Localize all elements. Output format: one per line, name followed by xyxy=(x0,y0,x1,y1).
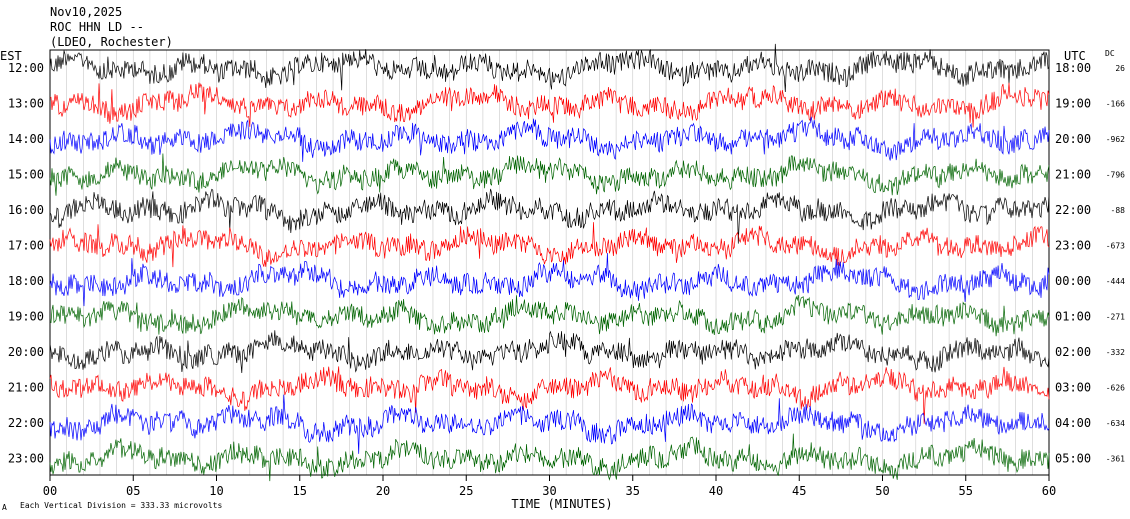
minute-grid xyxy=(66,50,1033,475)
row-dc-value: -626 xyxy=(1106,384,1125,393)
row-label-est: 22:00 xyxy=(8,416,44,430)
x-tick-label: 30 xyxy=(542,484,556,498)
row-label-utc: 20:00 xyxy=(1055,132,1091,146)
left-timezone-label: EST xyxy=(0,49,22,63)
header-station: ROC HHN LD -- xyxy=(50,20,144,34)
trace-line xyxy=(49,366,1050,424)
trace-line xyxy=(49,116,1050,162)
x-axis-ticks: 00 05 10 15 20 25 30 35 40 45 50 55 60 xyxy=(43,475,1056,498)
x-axis-title: TIME (MINUTES) xyxy=(511,497,612,511)
trace-line xyxy=(49,330,1050,374)
row-dc-value: -332 xyxy=(1106,348,1125,357)
row-dc-value: 26 xyxy=(1115,64,1125,73)
x-tick-label: 45 xyxy=(792,484,806,498)
corner-mark: A xyxy=(2,503,7,512)
row-label-est: 13:00 xyxy=(8,97,44,111)
row-dc-value: -634 xyxy=(1106,419,1125,428)
row-label-utc: 04:00 xyxy=(1055,416,1091,430)
row-label-est: 17:00 xyxy=(8,239,44,253)
row-label-est: 18:00 xyxy=(8,274,44,288)
row-label-utc: 21:00 xyxy=(1055,168,1091,182)
header-network: (LDEO, Rochester) xyxy=(50,35,173,49)
row-dc-value: -166 xyxy=(1106,100,1125,109)
trace-line xyxy=(49,433,1050,482)
trace-line xyxy=(49,295,1050,337)
trace-line xyxy=(49,394,1050,454)
trace-line xyxy=(49,82,1050,128)
x-tick-label: 60 xyxy=(1042,484,1056,498)
row-label-est: 14:00 xyxy=(8,132,44,146)
row-label-utc: 03:00 xyxy=(1055,381,1091,395)
row-label-est: 19:00 xyxy=(8,310,44,324)
row-label-utc: 22:00 xyxy=(1055,203,1091,217)
dc-column-header: DC xyxy=(1105,49,1115,58)
header-date: Nov10,2025 xyxy=(50,5,122,19)
row-label-utc: 05:00 xyxy=(1055,452,1091,466)
x-tick-label: 25 xyxy=(459,484,473,498)
row-label-est: 12:00 xyxy=(8,61,44,75)
row-label-utc: 00:00 xyxy=(1055,274,1091,288)
row-label-est: 21:00 xyxy=(8,381,44,395)
row-dc-value: -88 xyxy=(1111,206,1126,215)
row-label-utc: 23:00 xyxy=(1055,239,1091,253)
trace-line xyxy=(49,153,1050,196)
trace-line xyxy=(49,43,1050,93)
row-dc-value: -962 xyxy=(1106,135,1125,144)
row-label-est: 15:00 xyxy=(8,168,44,182)
x-tick-label: 10 xyxy=(209,484,223,498)
row-label-utc: 01:00 xyxy=(1055,310,1091,324)
row-label-est: 20:00 xyxy=(8,345,44,359)
x-tick-label: 40 xyxy=(709,484,723,498)
trace-line xyxy=(49,252,1050,307)
trace-line xyxy=(49,222,1050,268)
trace-line xyxy=(49,188,1050,244)
scale-note: Each Vertical Division = 333.33 microvol… xyxy=(20,501,222,510)
right-timezone-label: UTC xyxy=(1064,49,1086,63)
row-dc-value: -361 xyxy=(1106,455,1125,464)
row-label-est: 16:00 xyxy=(8,203,44,217)
row-dc-value: -271 xyxy=(1106,313,1125,322)
row-label-utc: 19:00 xyxy=(1055,97,1091,111)
x-tick-label: 15 xyxy=(293,484,307,498)
row-label-utc: 02:00 xyxy=(1055,345,1091,359)
row-dc-value: -796 xyxy=(1106,171,1125,180)
row-label-est: 23:00 xyxy=(8,452,44,466)
x-tick-label: 55 xyxy=(959,484,973,498)
seismic-traces xyxy=(49,43,1050,482)
x-tick-label: 50 xyxy=(875,484,889,498)
row-labels: 12:00 18:00 26 13:00 19:00 -166 14:00 20:00 -962… xyxy=(8,61,1125,466)
x-tick-label: 35 xyxy=(626,484,640,498)
x-tick-label: 00 xyxy=(43,484,57,498)
row-dc-value: -673 xyxy=(1106,242,1125,251)
row-label-utc: 18:00 xyxy=(1055,61,1091,75)
x-tick-label: 05 xyxy=(126,484,140,498)
row-dc-value: -444 xyxy=(1106,277,1125,286)
x-tick-label: 20 xyxy=(376,484,390,498)
